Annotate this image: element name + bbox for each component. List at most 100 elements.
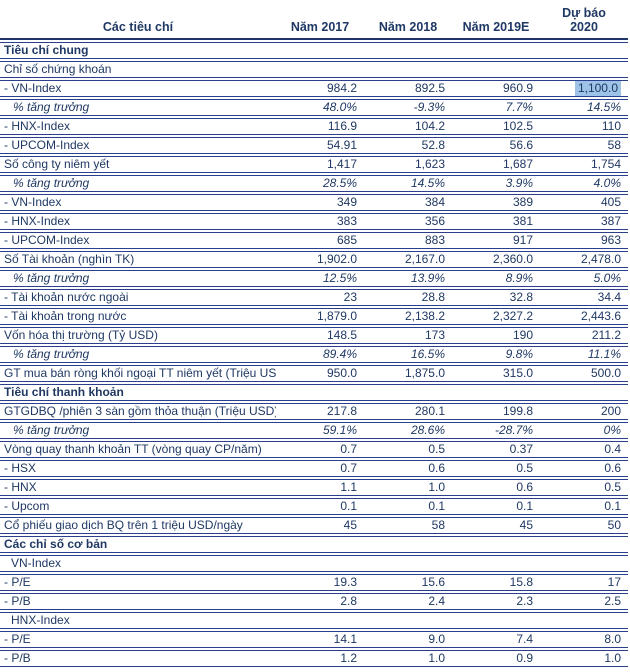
- table-row: - HNX 1.1 1.0 0.6 0.5: [0, 479, 628, 496]
- row-value: 685: [276, 232, 364, 249]
- row-label: Tiêu chí thanh khoản: [0, 384, 628, 401]
- row-label: - P/B: [0, 650, 276, 667]
- row-value: 48.0%: [276, 99, 364, 116]
- table-row: - Upcom 0.1 0.1 0.1 0.1: [0, 498, 628, 515]
- row-value: 500.0: [540, 365, 628, 382]
- column-header-criteria: Các tiêu chí: [0, 4, 276, 40]
- row-value: 28.8: [364, 289, 452, 306]
- row-value: 7.4: [452, 631, 540, 648]
- row-value: 0.1: [276, 498, 364, 515]
- row-label: - Tài khoản trong nước: [0, 308, 276, 325]
- row-value: 0.6: [452, 479, 540, 496]
- row-value: 0.1: [452, 498, 540, 515]
- row-value: 52.8: [364, 137, 452, 154]
- row-value: 217.8: [276, 403, 364, 420]
- row-value: 9.0: [364, 631, 452, 648]
- row-label: - HSX: [0, 460, 276, 477]
- row-value: 349: [276, 194, 364, 211]
- table-row: - Tài khoản trong nước 1,879.0 2,138.2 2,32…: [0, 308, 628, 325]
- row-label: - P/E: [0, 574, 276, 591]
- row-value: 2.3: [452, 593, 540, 610]
- row-value: 389: [452, 194, 540, 211]
- row-value: 883: [364, 232, 452, 249]
- table-row: Chỉ số chứng khoán: [0, 61, 628, 78]
- row-label: Chỉ số chứng khoán: [0, 61, 628, 78]
- table-row: - Tài khoản nước ngoài 23 28.8 32.8 34.4: [0, 289, 628, 306]
- table-row: Cổ phiếu giao dịch BQ trên 1 triệu USD/n…: [0, 517, 628, 534]
- row-value: 1.1: [276, 479, 364, 496]
- row-value: 356: [364, 213, 452, 230]
- row-value: 2,443.6: [540, 308, 628, 325]
- row-value: 8.9%: [452, 270, 540, 287]
- row-value: 1,754: [540, 156, 628, 173]
- row-label: GTGDBQ /phiên 3 sàn gồm thỏa thuận (Triệ…: [0, 403, 276, 420]
- row-label: % tăng trưởng: [0, 270, 276, 287]
- row-value: 1,875.0: [364, 365, 452, 382]
- row-label: Vốn hóa thị trường (Tỷ USD): [0, 327, 276, 344]
- row-label: % tăng trưởng: [0, 346, 276, 363]
- row-value: 3.9%: [452, 175, 540, 192]
- row-value: 8.0: [540, 631, 628, 648]
- row-value: 28.5%: [276, 175, 364, 192]
- row-value: 190: [452, 327, 540, 344]
- row-value: 387: [540, 213, 628, 230]
- row-value: 2,138.2: [364, 308, 452, 325]
- row-value: 0.5: [452, 460, 540, 477]
- row-value: 58: [364, 517, 452, 534]
- table-row: - HNX-Index 383 356 381 387: [0, 213, 628, 230]
- row-value: 1,623: [364, 156, 452, 173]
- row-value: 14.1: [276, 631, 364, 648]
- row-label: - P/E: [0, 631, 276, 648]
- row-value: 1,902.0: [276, 251, 364, 268]
- row-value: 917: [452, 232, 540, 249]
- row-value: 14.5%: [364, 175, 452, 192]
- row-label: - VN-Index: [0, 194, 276, 211]
- row-value: 384: [364, 194, 452, 211]
- table-row: Số Tài khoản (nghìn TK) 1,902.0 2,167.0 2,3…: [0, 251, 628, 268]
- row-value: 0.37: [452, 441, 540, 458]
- row-value: 1.0: [364, 650, 452, 667]
- row-value: 28.6%: [364, 422, 452, 439]
- row-value: 0.4: [540, 441, 628, 458]
- row-label: - HNX-Index: [0, 118, 276, 135]
- table-row: Số công ty niêm yết 1,417 1,623 1,687 1,754: [0, 156, 628, 173]
- row-value: 405: [540, 194, 628, 211]
- row-value: 960.9: [452, 80, 540, 97]
- row-value: 59.1%: [276, 422, 364, 439]
- header-row: Các tiêu chí Năm 2017 Năm 2018 Năm 2019E…: [0, 4, 628, 40]
- table-row: % tăng trưởng 89.4% 16.5% 9.8% 11.1%: [0, 346, 628, 363]
- row-label: GT mua bán ròng khối ngoại TT niêm yết (…: [0, 365, 276, 382]
- row-value: 173: [364, 327, 452, 344]
- row-value: 963: [540, 232, 628, 249]
- row-label: - Upcom: [0, 498, 276, 515]
- row-label: % tăng trưởng: [0, 175, 276, 192]
- table-body: Tiêu chí chung Chỉ số chứng khoán - VN-Ind…: [0, 42, 628, 667]
- row-value: 14.5%: [540, 99, 628, 116]
- column-header-2017: Năm 2017: [276, 4, 364, 40]
- row-value: 1.2: [276, 650, 364, 667]
- row-value: -9.3%: [364, 99, 452, 116]
- table-row: % tăng trưởng 28.5% 14.5% 3.9% 4.0%: [0, 175, 628, 192]
- row-label: Số công ty niêm yết: [0, 156, 276, 173]
- table-row: Tiêu chí thanh khoản: [0, 384, 628, 401]
- table-row: GT mua bán ròng khối ngoại TT niêm yết (…: [0, 365, 628, 382]
- row-value: 2,478.0: [540, 251, 628, 268]
- row-value: 17: [540, 574, 628, 591]
- row-label: - P/B: [0, 593, 276, 610]
- row-value: 2.8: [276, 593, 364, 610]
- row-value: 0.7: [276, 441, 364, 458]
- row-value: 199.8: [452, 403, 540, 420]
- row-value: 211.2: [540, 327, 628, 344]
- row-value: 0.9: [452, 650, 540, 667]
- table-row: Tiêu chí chung: [0, 42, 628, 59]
- row-value: 0.1: [364, 498, 452, 515]
- row-value: 381: [452, 213, 540, 230]
- table-row: - P/B 2.8 2.4 2.3 2.5: [0, 593, 628, 610]
- row-value: 56.6: [452, 137, 540, 154]
- row-label: - Tài khoản nước ngoài: [0, 289, 276, 306]
- column-header-forecast-2020: Dự báo 2020: [540, 4, 628, 40]
- row-value: 58: [540, 137, 628, 154]
- row-value: 2,167.0: [364, 251, 452, 268]
- table-row: Vòng quay thanh khoản TT (vòng quay CP/n…: [0, 441, 628, 458]
